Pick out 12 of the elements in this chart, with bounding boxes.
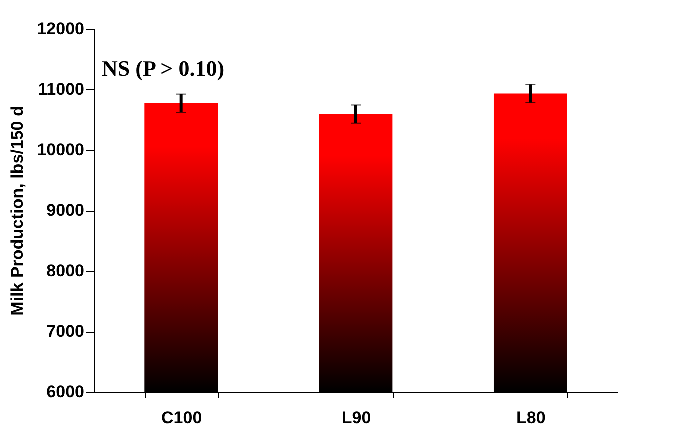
y-axis-title: Milk Production, lbs/150 d [8,106,28,316]
x-tick-label: C100 [162,408,202,428]
y-tick-label: 10000 [37,140,84,160]
y-tick-label: 7000 [46,322,84,341]
y-tick-label: 8000 [46,262,84,280]
annotation: NS (P > 0.10) [102,56,225,81]
x-tick-label: L80 [516,408,546,428]
y-tick-label: 12000 [37,20,84,38]
y-tick-label: 6000 [46,382,84,402]
y-tick-label: 11000 [38,80,84,99]
x-tick-label: L90 [342,408,372,428]
y-tick-label: 9000 [46,201,84,220]
